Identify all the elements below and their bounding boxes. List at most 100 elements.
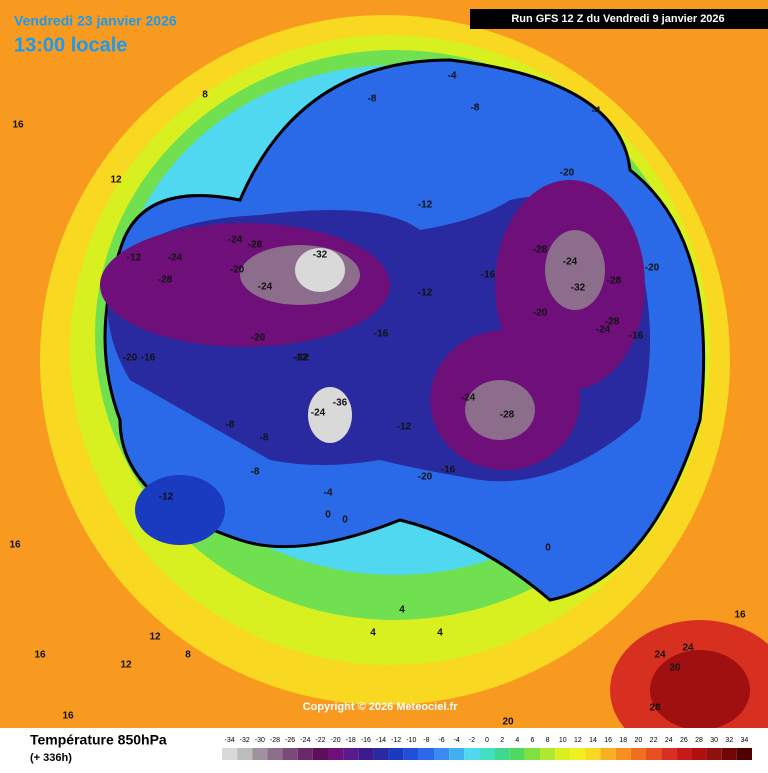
contour-label: 16	[34, 650, 46, 661]
legend-swatch	[691, 748, 707, 760]
contour-label: 8	[202, 90, 208, 101]
contour-label: 20	[669, 663, 681, 674]
contour-label: 16	[9, 540, 21, 551]
legend-tick-label: 18	[619, 737, 627, 744]
legend-tick-label: -6	[438, 737, 444, 744]
contour-label: -32	[571, 283, 586, 294]
legend-tick-label: -2	[469, 737, 475, 744]
contour-label: -24	[228, 235, 243, 246]
contour-label: 0	[342, 515, 348, 526]
legend-swatch	[509, 748, 525, 760]
contour-label: -20	[560, 168, 575, 179]
legend-tick-label: -34	[225, 737, 235, 744]
contour-label: -28	[500, 410, 515, 421]
contour-label: -24	[311, 408, 326, 419]
legend-tick-label: 26	[680, 737, 688, 744]
legend-title: Température 850hPa	[30, 732, 167, 748]
legend-subtitle: (+ 336h)	[30, 752, 72, 764]
legend-swatch	[494, 748, 510, 760]
run-banner	[470, 9, 768, 29]
contour-label: -12	[418, 200, 433, 211]
legend-tick-label: 8	[546, 737, 550, 744]
contour-label: -28	[158, 275, 173, 286]
legend-swatch	[615, 748, 631, 760]
legend-swatch	[449, 748, 465, 760]
contour-label: -8	[260, 433, 269, 444]
warm-core	[650, 650, 750, 730]
contour-label: -12	[127, 253, 142, 264]
legend-tick-label: -8	[423, 737, 429, 744]
legend-swatch	[373, 748, 389, 760]
contour-label: 16	[62, 711, 74, 722]
legend-swatch	[570, 748, 586, 760]
legend-swatch	[358, 748, 374, 760]
contour-label: 12	[120, 660, 132, 671]
contour-label: -16	[374, 329, 389, 340]
contour-label: -16	[141, 353, 156, 364]
legend-swatch	[540, 748, 556, 760]
legend-swatch	[388, 748, 404, 760]
contour-label: 4	[370, 628, 376, 639]
contour-label: -16	[481, 270, 496, 281]
contour-label: 24	[654, 650, 666, 661]
legend-tick-label: -32	[240, 737, 250, 744]
contour-label: -28	[605, 317, 620, 328]
legend-swatch	[418, 748, 434, 760]
legend-tick-label: 10	[559, 737, 567, 744]
legend-tick-label: 2	[500, 737, 504, 744]
contour-label: 24	[682, 643, 694, 654]
copyright: Copyright © 2026 Meteociel.fr	[303, 701, 459, 713]
legend-tick-label: 12	[574, 737, 582, 744]
legend-swatch	[555, 748, 571, 760]
legend-swatch	[646, 748, 662, 760]
contour-label: -8	[226, 420, 235, 431]
contour-label: -24	[563, 257, 578, 268]
zone-blue	[135, 475, 225, 545]
greenland	[308, 387, 352, 443]
legend-tick-label: -16	[361, 737, 371, 744]
contour-label: -24	[168, 253, 183, 264]
legend-swatch	[434, 748, 450, 760]
legend-swatch	[252, 748, 268, 760]
legend-tick-label: -10	[406, 737, 416, 744]
legend-tick-label: 32	[725, 737, 733, 744]
contour-label: -12	[293, 353, 308, 364]
legend-swatch	[403, 748, 419, 760]
contour-label: -4	[592, 106, 601, 117]
contour-label: -20	[418, 472, 433, 483]
legend-tick-label: -14	[376, 737, 386, 744]
legend-tick-label: 14	[589, 737, 597, 744]
legend-swatch	[479, 748, 495, 760]
contour-label: -20	[251, 333, 266, 344]
legend-tick-label: 28	[695, 737, 703, 744]
legend-swatch	[661, 748, 677, 760]
legend-tick-label: 4	[515, 737, 519, 744]
legend-tick-label: -12	[391, 737, 401, 744]
contour-label: -12	[159, 492, 174, 503]
contour-label: -28	[607, 276, 622, 287]
contour-label: -4	[324, 488, 333, 499]
legend-tick-label: 34	[741, 737, 749, 744]
legend-swatch	[676, 748, 692, 760]
contour-label: -20	[533, 308, 548, 319]
legend-tick-label: 6	[530, 737, 534, 744]
legend-swatch	[222, 748, 238, 760]
contour-label: -36	[333, 398, 348, 409]
contour-label: -28	[533, 245, 548, 256]
legend-swatch	[464, 748, 480, 760]
legend-tick-label: -22	[315, 737, 325, 744]
contour-label: -20	[230, 265, 245, 276]
contour-label: 16	[734, 610, 746, 621]
contour-label: -8	[251, 467, 260, 478]
contour-label: -8	[471, 103, 480, 114]
legend-tick-label: -24	[300, 737, 310, 744]
legend-swatch	[524, 748, 540, 760]
contour-label: 16	[12, 120, 24, 131]
legend-swatch	[267, 748, 283, 760]
contour-label: 20	[502, 717, 514, 728]
legend-swatch	[630, 748, 646, 760]
legend-tick-label: 0	[485, 737, 489, 744]
legend-swatch	[237, 748, 253, 760]
